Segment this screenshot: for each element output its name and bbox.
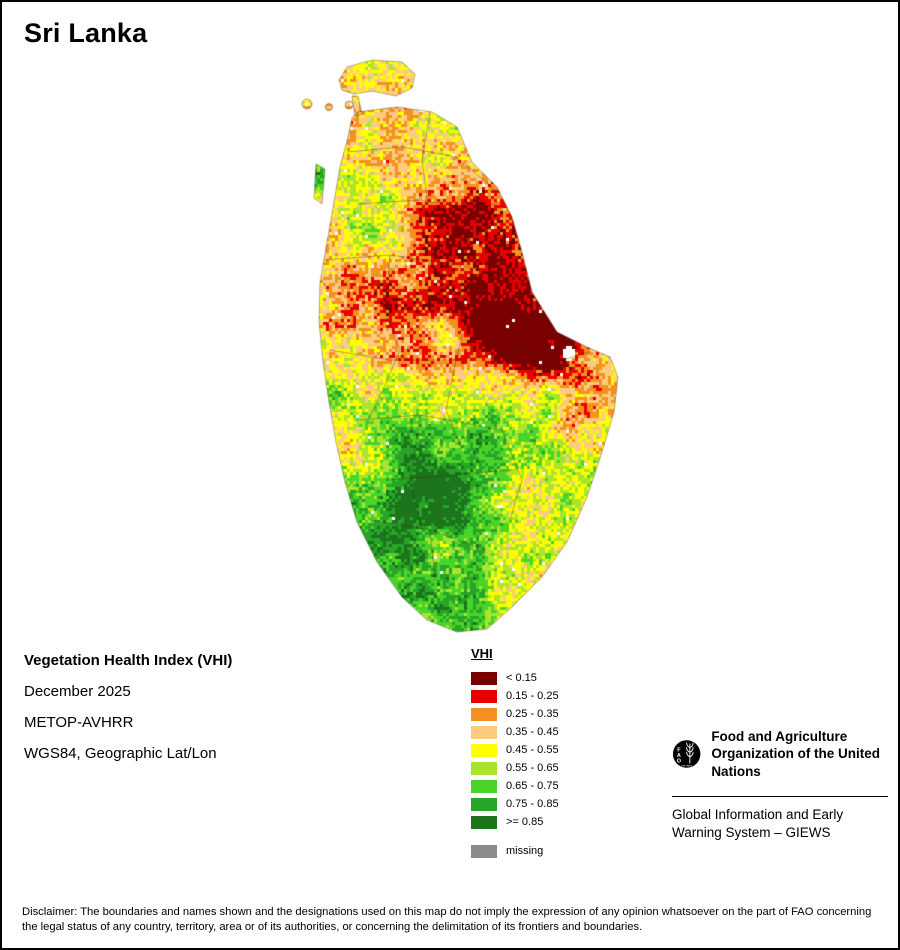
legend-entry: 0.25 - 0.35 (471, 705, 559, 723)
legend-entry: 0.65 - 0.75 (471, 777, 559, 795)
legend-label: 0.55 - 0.65 (506, 762, 559, 774)
wheat-icon (686, 742, 694, 764)
legend-swatch (471, 761, 497, 775)
legend-title: VHI (471, 646, 493, 661)
legend-swatch (471, 671, 497, 685)
legend-entries: < 0.15 0.15 - 0.25 0.25 - 0.35 0.35 - 0.45 0… (471, 669, 559, 860)
legend-entry: < 0.15 (471, 669, 559, 687)
legend-entry: 0.75 - 0.85 (471, 795, 559, 813)
legend-swatch (471, 815, 497, 829)
legend-label: >= 0.85 (506, 816, 544, 828)
legend-swatch (471, 707, 497, 721)
index-name-label: Vegetation Health Index (VHI) (24, 652, 233, 669)
legend-entry: 0.35 - 0.45 (471, 723, 559, 741)
vhi-legend: VHI < 0.15 0.15 - 0.25 0.25 - 0.35 0.35 - 0… (471, 646, 559, 860)
legend-label: 0.65 - 0.75 (506, 780, 559, 792)
legend-swatch (471, 844, 497, 858)
projection-label: WGS84, Geographic Lat/Lon (24, 745, 217, 762)
legend-swatch (471, 797, 497, 811)
page-title: Sri Lanka (24, 18, 148, 48)
legend-label: missing (506, 845, 544, 857)
vhi-raster-map (272, 52, 632, 642)
disclaimer-text: Disclaimer: The boundaries and names sho… (22, 906, 872, 934)
legend-swatch (471, 743, 497, 757)
legend-entry: 0.55 - 0.65 (471, 759, 559, 777)
legend-label: 0.45 - 0.55 (506, 744, 559, 756)
legend-swatch (471, 689, 497, 703)
fao-motto: FIAT PANIS (681, 764, 692, 767)
legend-entry: 0.45 - 0.55 (471, 741, 559, 759)
map-metadata: Vegetation Health Index (VHI) December 2… (24, 652, 232, 776)
legend-swatch (471, 779, 497, 793)
sensor-label: METOP-AVHRR (24, 714, 134, 731)
legend-entry: >= 0.85 (471, 813, 559, 831)
fao-logo: FIAT PANIS FAO (672, 740, 701, 768)
legend-label: 0.35 - 0.45 (506, 726, 559, 738)
legend-label: 0.25 - 0.35 (506, 708, 559, 720)
fao-org-name: Food and Agriculture Organization of the… (711, 729, 881, 779)
fao-acronym-letter: A (677, 753, 681, 759)
legend-missing-entry: missing (471, 842, 559, 860)
footer-divider (672, 796, 888, 797)
legend-entry: 0.15 - 0.25 (471, 687, 559, 705)
giews-label: Global Information and Early Warning Sys… (672, 807, 844, 840)
fao-acronym-letter: O (677, 759, 682, 765)
legend-label: < 0.15 (506, 672, 537, 684)
fao-acronym-letter: F (677, 748, 681, 754)
legend-swatch (471, 725, 497, 739)
map-date-label: December 2025 (24, 683, 131, 700)
legend-label: 0.75 - 0.85 (506, 798, 559, 810)
legend-label: 0.15 - 0.25 (506, 690, 559, 702)
